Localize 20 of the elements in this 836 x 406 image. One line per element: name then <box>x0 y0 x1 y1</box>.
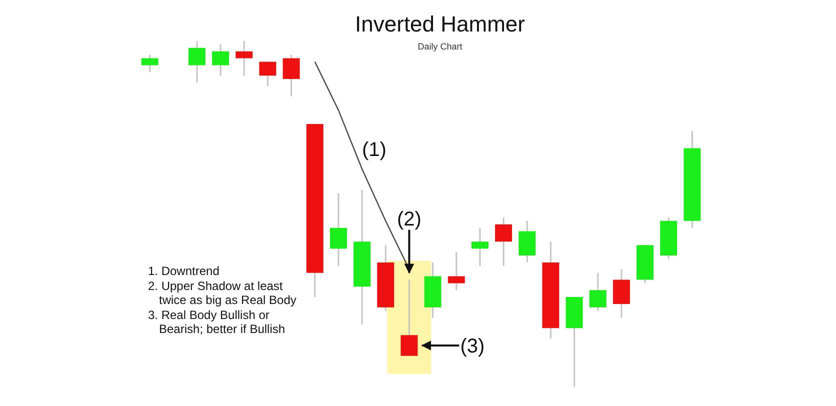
candlestick <box>236 40 253 76</box>
annotation: 1. Downtrend <box>148 264 220 279</box>
annotation: 2. Upper Shadow at least twice as big as Real Body <box>148 278 298 308</box>
candlestick <box>400 278 418 357</box>
candlestick <box>471 227 488 267</box>
candlestick <box>259 61 276 87</box>
annotation: (2) <box>396 208 422 231</box>
annotation: (1) <box>362 139 386 161</box>
candlestick <box>589 272 606 312</box>
annotation: 3. Real Body Bullish or Bearish; better if Bullish <box>148 308 286 337</box>
candlestick <box>282 54 300 98</box>
chart-title: Inverted Hammer <box>355 11 525 36</box>
candlestick <box>212 44 230 76</box>
candlestick <box>495 216 512 267</box>
annotation: (3) <box>460 335 485 358</box>
candlestick <box>188 40 206 84</box>
candlestick <box>330 192 347 267</box>
chart-subtitle: Daily Chart <box>418 41 463 52</box>
candlestick <box>448 251 465 291</box>
candlestick <box>141 54 158 73</box>
